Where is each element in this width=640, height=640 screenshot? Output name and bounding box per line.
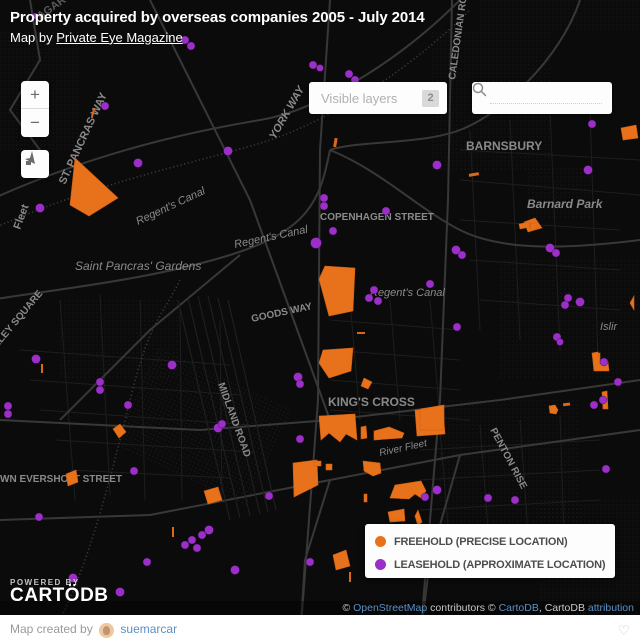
svg-text:COPENHAGEN STREET: COPENHAGEN STREET: [320, 212, 434, 223]
svg-text:Saint Pancras' Gardens: Saint Pancras' Gardens: [75, 259, 201, 273]
svg-text:Islir: Islir: [600, 321, 618, 333]
svg-text:WN EVERSHOLT STREET: WN EVERSHOLT STREET: [0, 474, 122, 485]
svg-text:Regent's Canal: Regent's Canal: [370, 287, 445, 299]
svg-text:Barnard Park: Barnard Park: [527, 197, 604, 211]
svg-text:BARNSBURY: BARNSBURY: [466, 139, 542, 153]
svg-text:KING'S CROSS: KING'S CROSS: [328, 395, 415, 409]
